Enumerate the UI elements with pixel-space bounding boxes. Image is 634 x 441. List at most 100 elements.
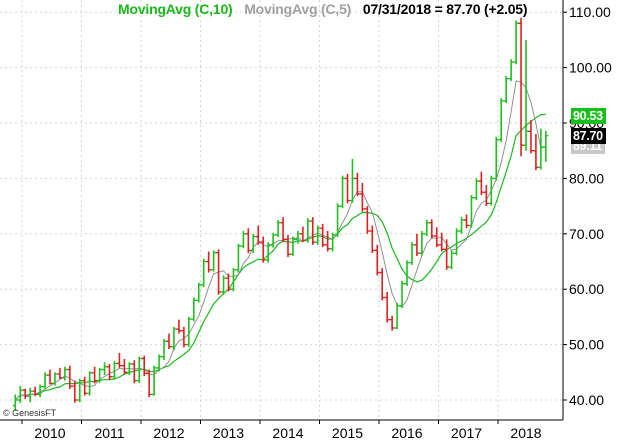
legend-last-close: 07/31/2018 = 87.70 (+2.05): [362, 1, 528, 17]
ohlc-bar: [379, 268, 385, 301]
ohlc-bar: [136, 356, 142, 383]
ohlc-bar: [87, 371, 93, 396]
ohlc-bar: [240, 231, 246, 249]
y-tick-label: 40.00: [569, 392, 604, 408]
ohlc-bar: [255, 225, 261, 245]
ohlc-bar: [82, 376, 88, 396]
ohlc-bar: [181, 326, 187, 348]
ohlc-bar: [464, 214, 469, 229]
data-credit: © GenesisFT: [3, 408, 57, 418]
ohlc-bar: [345, 173, 350, 204]
ohlc-bar: [92, 366, 98, 384]
ohlc-bar: [513, 20, 519, 65]
ohlc-bar: [206, 251, 212, 273]
grid-lines: [0, 0, 563, 420]
ohlc-bar: [32, 386, 38, 397]
ohlc-bar: [340, 175, 346, 209]
legend-ma10: MovingAvg (C,10): [118, 1, 233, 17]
ohlc-bar: [483, 185, 489, 207]
x-tick-label: 2014: [272, 425, 303, 441]
ohlc-bar: [508, 59, 514, 81]
y-tick-label: 80.00: [569, 170, 604, 186]
ohlc-bar: [493, 136, 499, 181]
ohlc-bar: [354, 172, 360, 197]
ohlc-bar: [444, 239, 450, 270]
ohlc-bar: [409, 242, 415, 265]
ohlc-bar: [146, 369, 152, 398]
ohlc-bar: [478, 171, 484, 196]
ohlc-bar: [488, 175, 494, 206]
ohlc-bar: [384, 291, 390, 323]
ohlc-bar: [221, 275, 227, 295]
ohlc-bar: [434, 227, 440, 248]
ohlc-bar: [156, 354, 162, 372]
ohlc-bar: [359, 182, 365, 212]
ohlc-bar: [131, 360, 137, 384]
ohlc-bar: [191, 297, 197, 322]
ohlc-bar: [22, 388, 28, 399]
x-tick-label: 2015: [332, 425, 363, 441]
ma5-line: [14, 80, 546, 401]
ohlc-bar: [121, 359, 127, 375]
ohlc-bar: [67, 365, 73, 389]
y-tick-label: 60.00: [569, 281, 604, 297]
y-tick-label: 50.00: [569, 337, 604, 353]
ohlc-bar: [216, 249, 222, 295]
ohlc-bar: [265, 242, 271, 263]
ohlc-bar: [533, 134, 539, 171]
ma10-line: [14, 113, 546, 401]
ohlc-bar: [454, 228, 460, 256]
ohlc-bar: [280, 217, 286, 243]
ohlc-bar: [335, 203, 341, 238]
ohlc-bar: [424, 219, 430, 237]
ohlc-bar: [300, 226, 306, 243]
ohlc-bar: [230, 268, 236, 292]
ohlc-bar: [295, 231, 301, 244]
ohlc-bar: [305, 218, 311, 243]
ma10-value-badge: 90.53: [571, 108, 606, 124]
ohlc-bar: [116, 352, 122, 368]
ohlc-bar: [414, 233, 420, 256]
ohlc-bar: [102, 362, 108, 376]
ohlc-bar: [27, 387, 33, 403]
ohlc-bar: [320, 223, 326, 248]
ohlc-bar: [364, 206, 370, 234]
ohlc-bar: [290, 236, 296, 256]
axes: 40.0050.0060.0070.0080.0090.00100.00110.…: [0, 0, 612, 441]
ohlc-bar: [201, 258, 207, 287]
ohlc-bar: [518, 17, 524, 157]
ohlc-bar: [429, 219, 435, 239]
ohlc-bar: [111, 361, 117, 379]
ohlc-bar: [52, 372, 58, 386]
ohlc-bar: [235, 243, 241, 273]
moving-average-lines: [14, 80, 546, 401]
y-tick-label: 70.00: [569, 226, 604, 242]
ohlc-bar: [349, 159, 355, 203]
y-tick-label: 100.00: [569, 60, 612, 76]
ohlc-bar: [389, 315, 395, 331]
y-tick-label: 110.00: [569, 4, 611, 20]
x-tick-label: 2013: [213, 425, 244, 441]
ohlc-bar: [439, 232, 445, 252]
last-price-badge: 87.70: [571, 128, 606, 144]
ohlc-bar: [419, 231, 425, 256]
ohlc-bar: [394, 303, 400, 330]
ohlc-bar: [270, 232, 276, 248]
ohlc-bar: [260, 236, 266, 263]
ohlc-bar: [543, 130, 549, 162]
x-tick-label: 2011: [94, 425, 124, 441]
ohlc-bar: [17, 386, 23, 403]
ohlc-bar: [42, 372, 48, 389]
ohlc-bar: [503, 75, 509, 104]
ohlc-bar: [77, 378, 83, 403]
ohlc-bar: [449, 250, 455, 270]
ohlc-bar: [285, 234, 291, 258]
ohlc-bar: [141, 355, 147, 377]
ohlc-bar: [459, 217, 465, 234]
ohlc-bar: [315, 225, 321, 245]
ohlc-bar: [196, 282, 202, 303]
ohlc-bar: [12, 394, 18, 412]
ohlc-bar: [126, 362, 132, 376]
x-tick-label: 2017: [451, 425, 482, 441]
